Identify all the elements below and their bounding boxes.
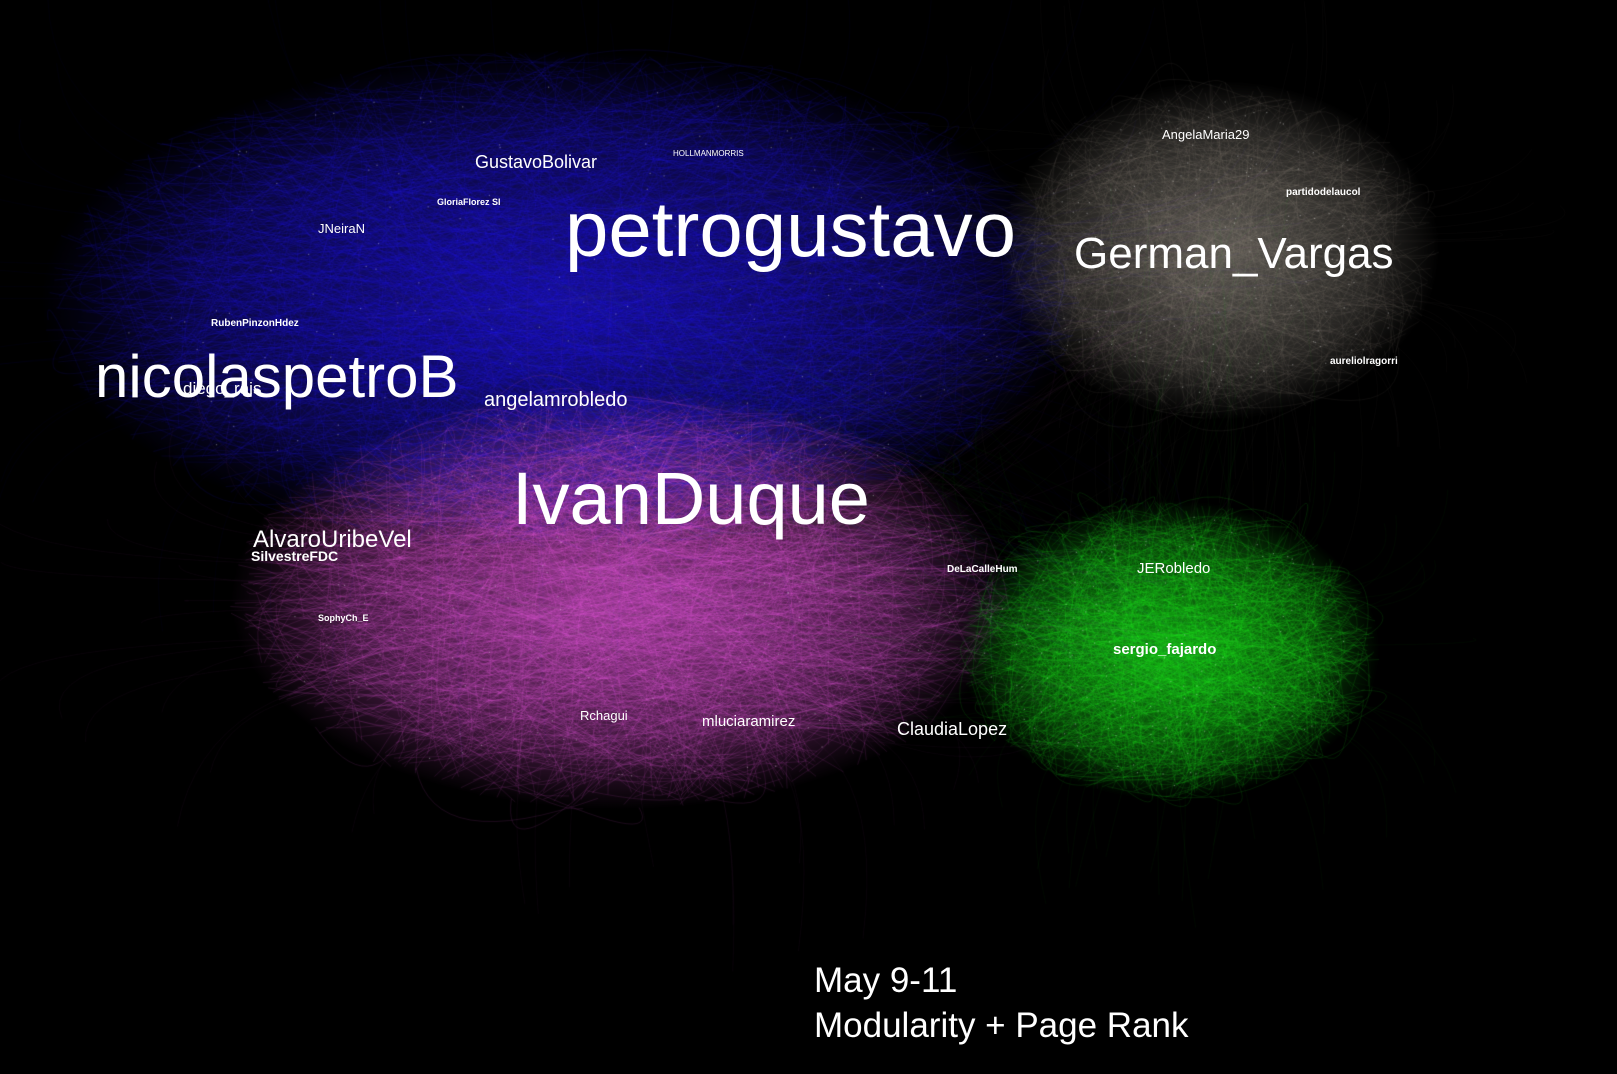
node-label-rchagui: Rchagui <box>580 708 628 723</box>
node-label-claudialopez: ClaudiaLopez <box>897 719 1008 739</box>
node-label-aureliolragorri: aureliolragorri <box>1330 356 1398 367</box>
caption: May 9-11 Modularity + Page Rank <box>814 958 1189 1048</box>
node-label-alvarouribevel: AlvaroUribeVel <box>253 526 412 553</box>
node-label-sophych-e: SophyCh_E <box>318 613 369 623</box>
node-label-angelamaria29: AngelaMaria29 <box>1162 127 1250 142</box>
node-label-rubenpinzonhdez: RubenPinzonHdez <box>211 318 299 329</box>
caption-method: Modularity + Page Rank <box>814 1006 1189 1045</box>
node-label-partidodelaucol: partidodelaucol <box>1286 187 1361 198</box>
node-label-ivanduque: IvanDuque <box>512 457 870 540</box>
node-label-silvestrefdc: SilvestreFDC <box>251 548 339 564</box>
node-label-angelamrobledo: angelamrobledo <box>484 389 628 411</box>
node-label-petrogustavo: petrogustavo <box>565 185 1016 273</box>
caption-date: May 9-11 <box>814 961 958 1000</box>
node-label-hollmanmorris: HOLLMANMORRIS <box>673 149 744 158</box>
node-label-gustavobolivar: GustavoBolivar <box>475 152 598 172</box>
node-label-diego-rais: diego_rais <box>183 379 262 398</box>
node-label-jneiran: JNeiraN <box>318 221 365 236</box>
node-label-jerobledo: JERobledo <box>1137 560 1211 577</box>
node-label-mluciaramirez: mluciaramirez <box>702 713 796 730</box>
node-label-gloriaflorez: GloriaFlorez Sl <box>437 197 501 207</box>
node-label-nicolaspetrob: nicolaspetroB <box>95 343 459 410</box>
node-label-german-vargas: German_Vargas <box>1074 229 1394 278</box>
node-label-sergio-fajardo: sergio_fajardo <box>1113 641 1217 658</box>
node-label-delacallehum: DeLaCalleHum <box>947 564 1018 575</box>
